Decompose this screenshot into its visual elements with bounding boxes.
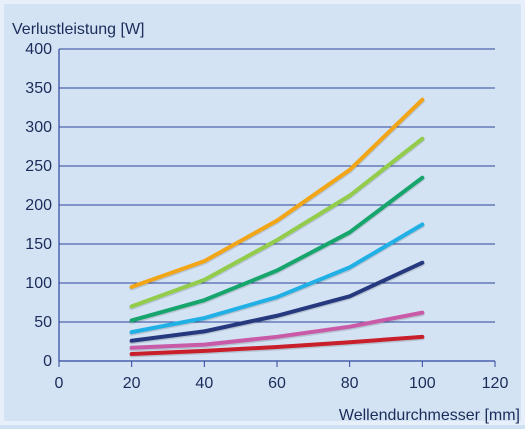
x-tick-label: 80: [341, 375, 359, 392]
x-tick-label: 0: [55, 375, 64, 392]
y-axis-label: Verlustleistung [W]: [12, 21, 145, 38]
x-tick-label: 100: [409, 375, 436, 392]
y-tick-label: 350: [25, 80, 52, 97]
y-tick-label: 250: [25, 158, 52, 175]
x-tick-label: 40: [195, 375, 213, 392]
y-tick-label: 200: [25, 197, 52, 214]
y-tick-label: 300: [25, 119, 52, 136]
y-tick-label: 150: [25, 236, 52, 253]
series-line-shadow: [132, 101, 423, 288]
x-tick-label: 20: [123, 375, 141, 392]
x-axis-label: Wellendurchmesser [mm]: [339, 407, 520, 424]
y-tick-label: 400: [25, 41, 52, 58]
y-tick-label: 50: [34, 314, 52, 331]
y-tick-label: 100: [25, 275, 52, 292]
series-line-shadow: [132, 264, 423, 342]
x-tick-label: 120: [482, 375, 509, 392]
series-line-1: [132, 100, 423, 287]
x-tick-label: 60: [268, 375, 286, 392]
horizontal-grid: [59, 49, 495, 322]
y-tick-label: 0: [43, 353, 52, 370]
data-series: [132, 100, 423, 355]
